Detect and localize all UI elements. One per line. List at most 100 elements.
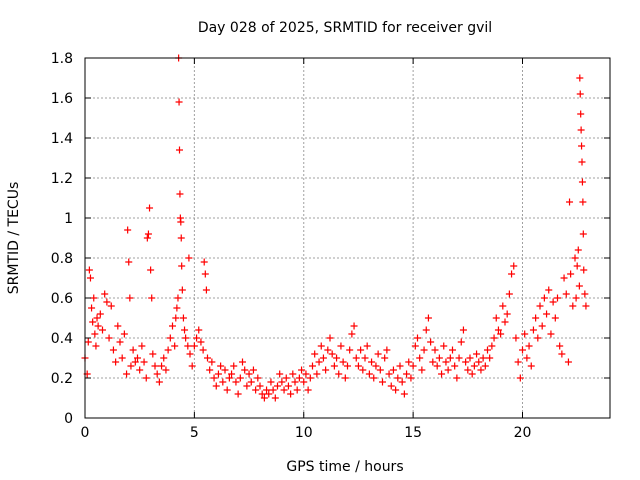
data-point [155,378,163,386]
data-point [344,362,351,370]
data-point [579,198,587,206]
data-point [181,326,189,334]
data-point [350,322,358,330]
data-point [330,362,338,370]
data-point [146,204,154,212]
data-point [184,342,192,350]
data-point [357,346,365,354]
data-point [208,358,216,366]
data-point [575,282,583,290]
data-point [142,374,150,382]
data-point [182,334,190,342]
data-point [171,342,179,350]
data-point [232,378,240,386]
data-point [199,346,207,354]
data-point [269,386,277,394]
data-point [210,374,218,382]
data-point [212,382,220,390]
data-point [280,386,288,394]
data-point [571,254,579,262]
data-point [551,314,559,322]
data-point [577,126,585,134]
data-point [127,362,135,370]
x-tick-label: 10 [295,425,313,441]
data-point [516,374,524,382]
x-tick-label: 15 [404,425,422,441]
data-point [578,178,586,186]
data-point [274,382,281,390]
data-point [309,362,316,370]
data-point [169,322,176,330]
data-point [579,230,587,238]
data-point [525,342,533,350]
data-point [554,294,561,302]
data-point [112,358,120,366]
data-point [333,354,341,362]
data-point [468,370,476,378]
data-point [545,286,553,294]
data-point [298,366,306,374]
data-point [311,350,319,358]
data-point [574,246,582,254]
data-point [147,266,155,274]
data-point [459,326,467,334]
data-point [185,254,193,262]
data-point [143,234,151,242]
data-point [186,350,194,358]
data-point [359,366,367,374]
data-point [411,342,419,350]
data-point [536,302,544,310]
data-point [523,354,531,362]
data-point [499,302,507,310]
data-point [569,302,577,310]
data-point [466,354,474,362]
data-point [260,394,268,402]
x-tick-label: 20 [514,425,532,441]
data-point [230,362,238,370]
data-point [136,366,144,374]
data-point [348,330,356,338]
data-point [577,110,585,118]
data-point [521,330,529,338]
data-point [306,374,314,382]
data-point [116,338,124,346]
data-point [529,326,537,334]
data-point [387,382,395,390]
data-point [560,274,568,282]
data-point [457,338,465,346]
data-point [578,158,586,166]
data-point [234,390,242,398]
data-point [324,346,332,354]
data-point [164,346,172,354]
data-point [510,262,518,270]
data-point [567,270,575,278]
data-point [214,370,222,378]
x-tick-label: 5 [190,425,199,441]
y-tick-label: 1.4 [51,131,73,147]
data-point [193,334,201,342]
data-point [94,322,102,330]
y-tick-label: 0 [64,411,73,427]
data-point [302,370,310,378]
data-point [477,366,485,374]
data-point [486,354,494,362]
data-point [243,382,251,390]
data-point [153,370,161,378]
data-point [488,342,496,350]
data-point [172,314,180,322]
data-point [407,374,415,382]
data-point [84,338,92,346]
data-point [543,310,551,318]
data-point [160,354,168,362]
data-point [219,378,227,386]
data-point [576,90,584,98]
data-point [398,378,406,386]
y-tick-label: 0.2 [51,371,73,387]
data-point [354,362,362,370]
data-point [89,318,97,326]
data-point [99,326,106,334]
x-axis-label: GPS time / hours [286,459,403,475]
data-point [173,304,181,312]
data-point [532,314,540,322]
data-point [245,370,253,378]
